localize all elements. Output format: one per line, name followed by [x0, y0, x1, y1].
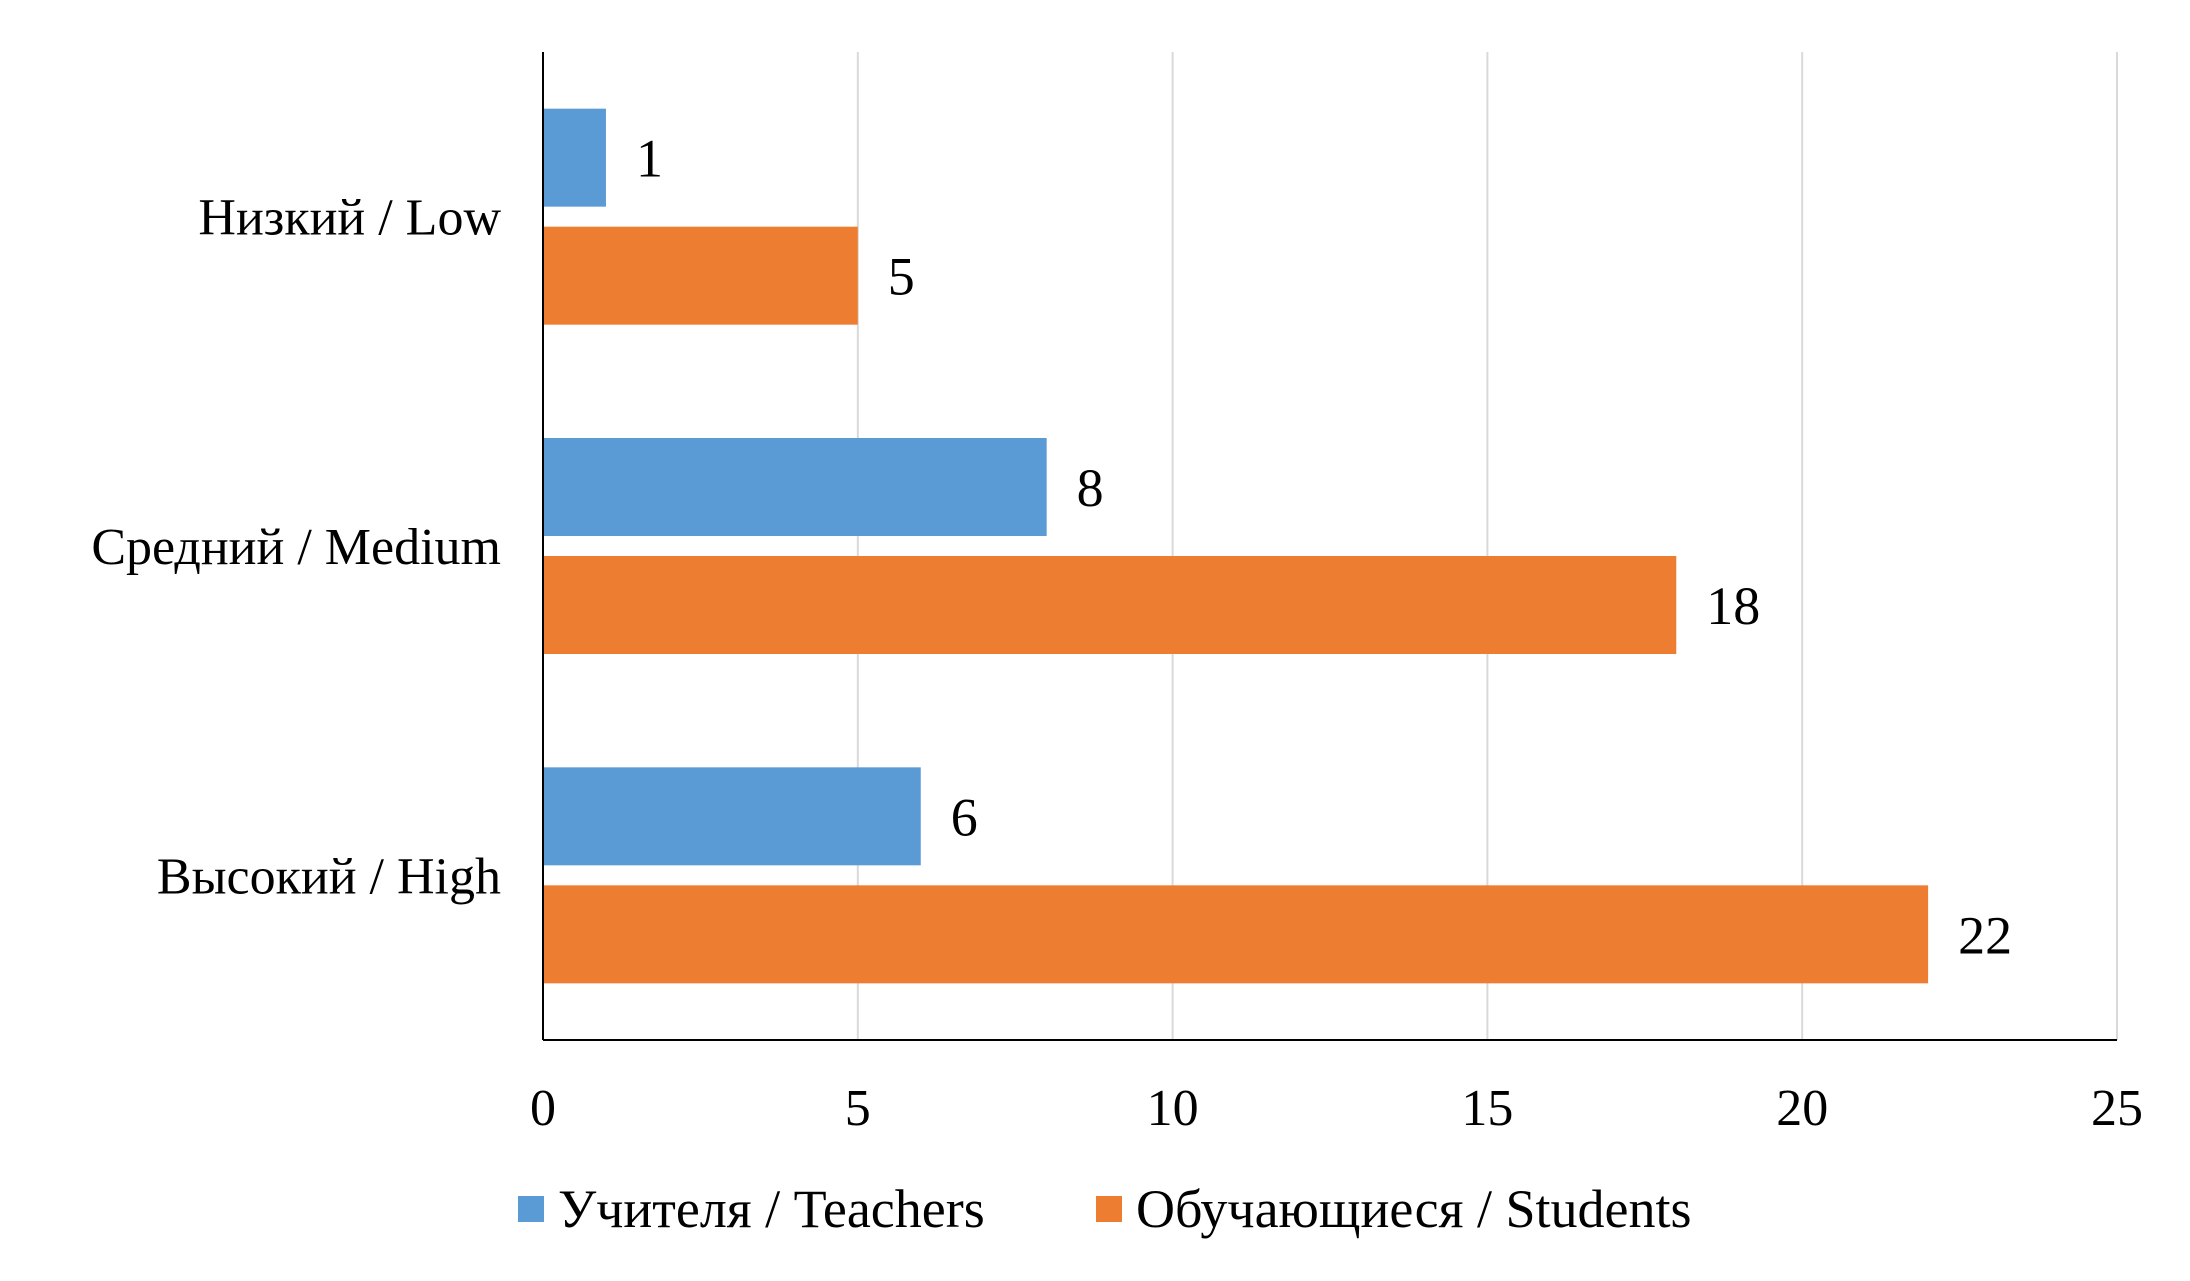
legend: Учителя / Teachers Обучающиеся / Students [518, 1179, 1692, 1239]
data-label-teachers-0: 1 [636, 129, 663, 189]
category-label: Средний / Medium [91, 519, 501, 576]
bar-teachers-0 [543, 108, 606, 207]
axes [542, 52, 2117, 1041]
data-label-teachers-2: 6 [951, 787, 978, 847]
x-tick-label-20: 20 [1776, 1080, 1828, 1137]
bar-students-1 [543, 556, 1677, 654]
bar-teachers-2 [543, 767, 921, 866]
legend-swatch-teachers [518, 1196, 544, 1222]
legend-swatch-students [1096, 1196, 1122, 1222]
bar-students-2 [543, 885, 1929, 984]
x-tick-label-15: 15 [1461, 1080, 1513, 1137]
category-label: Высокий / High [157, 848, 501, 905]
x-tick-label-5: 5 [845, 1080, 871, 1137]
legend-label-students: Обучающиеся / Students [1136, 1179, 1692, 1239]
x-tick-label-25: 25 [2091, 1080, 2143, 1137]
x-tick-label-0: 0 [530, 1080, 556, 1137]
gridlines [856, 52, 2118, 1040]
bars [543, 108, 1929, 984]
data-label-students-0: 5 [888, 247, 915, 307]
bar-teachers-1 [543, 438, 1047, 536]
data-label-teachers-1: 8 [1077, 458, 1104, 518]
data-label-students-2: 22 [1958, 905, 2012, 965]
legend-label-teachers: Учителя / Teachers [558, 1179, 985, 1239]
x-tick-label-10: 10 [1147, 1080, 1199, 1137]
category-label: Низкий / Low [198, 190, 501, 247]
bar-students-0 [543, 226, 858, 325]
data-label-students-1: 18 [1706, 576, 1760, 636]
